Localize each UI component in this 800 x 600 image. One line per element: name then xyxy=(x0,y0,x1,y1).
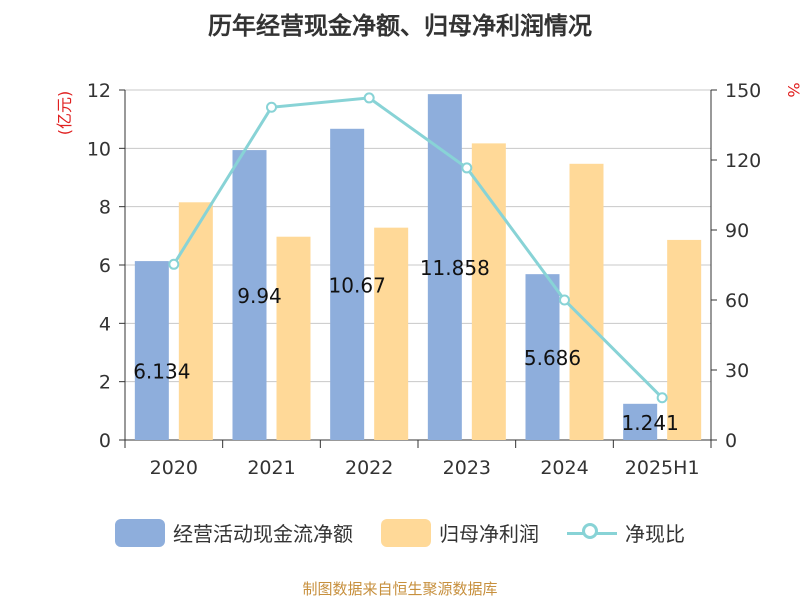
bar-cash xyxy=(525,274,560,440)
legend-label-cash: 经营活动现金流净额 xyxy=(173,522,353,546)
y-left-tick-label: 6 xyxy=(99,255,111,277)
legend-swatch-ratio xyxy=(567,519,617,547)
y-left-tick-label: 2 xyxy=(99,372,111,394)
y-left-tick-label: 8 xyxy=(99,197,111,219)
point-ratio xyxy=(266,101,277,113)
data-label-cash: 5.686 xyxy=(524,346,581,370)
y-right-tick-label: 30 xyxy=(725,360,749,382)
legend: 经营活动现金流净额 归母净利润 净现比 xyxy=(0,518,800,547)
bar-cash xyxy=(134,261,169,440)
point-ratio xyxy=(461,162,473,174)
data-label-cash: 9.94 xyxy=(237,284,282,308)
legend-label-profit: 归母净利润 xyxy=(439,522,539,546)
point-ratio xyxy=(656,392,668,404)
legend-item-ratio[interactable]: 净现比 xyxy=(567,518,685,547)
y-right-tick-label: 0 xyxy=(725,430,737,452)
point-ratio xyxy=(559,294,570,306)
legend-item-cash[interactable]: 经营活动现金流净额 xyxy=(115,518,353,547)
y-left-unit: (亿元) xyxy=(55,91,74,136)
bar-cash xyxy=(330,128,365,440)
x-tick-label: 2022 xyxy=(345,457,393,479)
bar-profit xyxy=(569,163,604,440)
y-right-unit: % xyxy=(784,82,800,97)
y-left-tick-label: 0 xyxy=(99,430,111,452)
data-source-note: 制图数据来自恒生聚源数据库 xyxy=(302,580,498,598)
x-tick-label: 2024 xyxy=(540,457,588,479)
bar-profit xyxy=(276,236,311,440)
legend-swatch-cash xyxy=(115,518,165,547)
point-ratio xyxy=(168,258,180,270)
y-left-tick-label: 10 xyxy=(87,138,111,160)
bar-profit xyxy=(471,143,506,440)
data-label-cash: 11.858 xyxy=(420,256,490,280)
y-right-tick-label: 150 xyxy=(725,80,761,102)
legend-swatch-profit xyxy=(381,518,431,547)
bar-profit xyxy=(667,239,702,440)
bar-profit xyxy=(178,202,213,440)
legend-label-ratio: 净现比 xyxy=(625,522,685,546)
x-tick-label: 2021 xyxy=(247,457,295,479)
x-tick-label: 2020 xyxy=(150,457,198,479)
bar-cash xyxy=(232,150,267,441)
y-right-tick-label: 90 xyxy=(725,220,749,242)
bar-cash xyxy=(623,403,658,440)
bar-profit xyxy=(374,227,409,440)
x-tick-label: 2023 xyxy=(443,457,491,479)
point-ratio xyxy=(363,92,375,104)
x-tick-label: 2025H1 xyxy=(625,457,700,479)
y-left-tick-label: 4 xyxy=(99,313,111,335)
data-label-cash: 1.241 xyxy=(622,411,679,435)
legend-item-profit[interactable]: 归母净利润 xyxy=(381,518,539,547)
y-left-tick-label: 12 xyxy=(87,80,111,102)
line-ratio xyxy=(172,96,664,399)
y-right-tick-label: 120 xyxy=(725,150,761,172)
data-label-cash: 10.67 xyxy=(329,273,386,297)
chart-title: 历年经营现金净额、归母净利润情况 xyxy=(208,12,592,40)
data-label-cash: 6.134 xyxy=(133,360,190,384)
y-right-tick-label: 60 xyxy=(725,290,749,312)
